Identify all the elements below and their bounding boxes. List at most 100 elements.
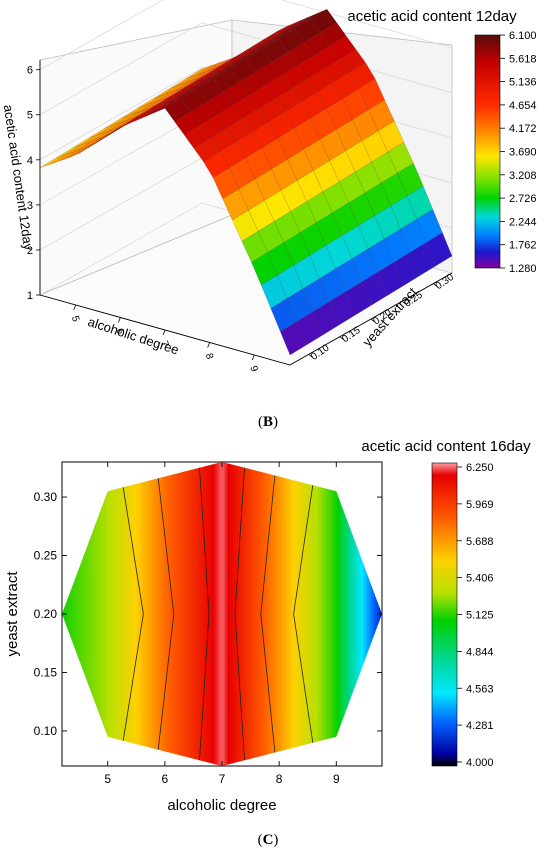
panel-b-x-tick-mark: [117, 317, 121, 323]
panel-c-color-band: [302, 462, 306, 766]
panel-c-x-ticks: 5 6 7 8 9: [104, 462, 340, 786]
panel-c-contour-line: [198, 462, 210, 766]
panel-c-color-band: [358, 462, 362, 766]
panel-c-color-band: [184, 462, 188, 766]
panel-c-color-band: [326, 462, 330, 766]
panel-c-color-band: [371, 462, 375, 766]
panel-c-color-band: [243, 462, 247, 766]
panel-c-color-band: [150, 462, 154, 766]
panel-c-color-band: [248, 462, 252, 766]
panel-c-colorbar-label: 6.250: [466, 462, 494, 474]
panel-c-color-band: [179, 462, 183, 766]
panel-c-color-band: [166, 462, 170, 766]
panel-b-z-tick-label: 5: [27, 110, 33, 122]
panel-c-color-band: [347, 462, 351, 766]
panel-c-color-band: [318, 462, 322, 766]
panel-c-colorbar-label: 5.969: [466, 499, 494, 511]
panel-c-color-band: [123, 462, 127, 766]
panel-c-color-band: [86, 462, 90, 766]
panel-c-color-band: [107, 462, 111, 766]
panel-b-colorbar-label: 3.208: [509, 170, 537, 182]
panel-c-color-bands: [62, 462, 382, 766]
panel-b-surface-patch: [344, 281, 372, 316]
panel-c-colorbar-label: 4.844: [466, 646, 494, 658]
panel-c-color-band: [96, 462, 100, 766]
panel-b-colorbar-label: 5.136: [509, 77, 537, 89]
panel-c-color-band: [198, 462, 202, 766]
panel-b-z-ticks: 1 2 3 4 5 6: [27, 65, 40, 302]
panel-c-color-band: [203, 462, 207, 766]
panel-b-y-tick-mark: [370, 318, 376, 323]
panel-c-colorbar-label: 5.125: [466, 610, 494, 622]
panel-c-color-band: [235, 462, 239, 766]
panel-c-color-band: [291, 462, 295, 766]
panel-c-color-band: [147, 462, 151, 766]
panel-c-x-tick-label: 5: [104, 772, 111, 786]
panel-c-color-band: [136, 462, 140, 766]
panel-b-colorbar-label: 4.654: [509, 100, 537, 112]
panel-c-color-band: [256, 462, 260, 766]
panel-c-color-band: [264, 462, 268, 766]
panel-b-surface-patch: [280, 321, 307, 356]
panel-c-color-band: [323, 462, 327, 766]
panel-b-colorbar-label: 2.726: [509, 193, 537, 205]
panel-b-colorbar-label: 4.172: [509, 123, 537, 135]
panel-c-color-band: [374, 462, 378, 766]
panel-c-color-band: [102, 462, 106, 766]
panel-c-color-band: [275, 462, 279, 766]
panel-c-color-band: [227, 462, 231, 766]
panel-c-color-band: [120, 462, 124, 766]
panel-c-color-band: [216, 462, 220, 766]
panel-c-color-band: [72, 462, 76, 766]
panel-c-color-band: [214, 462, 218, 766]
panel-c-color-band: [238, 462, 242, 766]
panel-b-x-tick-mark: [162, 329, 166, 336]
panel-c-color-band: [310, 462, 314, 766]
panel-c-color-band: [286, 462, 290, 766]
panel-c-color-band: [230, 462, 234, 766]
panel-c-x-label: alcoholic degree: [167, 797, 276, 814]
panel-c-color-band: [336, 462, 340, 766]
panel-c-color-band: [110, 462, 114, 766]
panel-c-color-band: [168, 462, 172, 766]
panel-b-x-tick-mark: [251, 354, 255, 361]
panel-b-y-tick-mark: [308, 354, 313, 358]
panel-c-color-band: [118, 462, 122, 766]
panel-c-color-band: [328, 462, 332, 766]
panel-c-color-band: [283, 462, 287, 766]
panel-c-y-tick-label: 0.10: [34, 724, 58, 738]
panel-b-x-ticks: 5 6 7 8 9: [69, 304, 260, 374]
panel-c-colorbar-label: 4.000: [466, 757, 494, 769]
panel-b-y-tick-mark: [401, 300, 407, 305]
panel-c-color-band: [126, 462, 130, 766]
panel-c-y-tick-label: 0.20: [34, 607, 58, 621]
panel-c-color-band: [251, 462, 255, 766]
panel-c-color-band: [208, 462, 212, 766]
panel-b-z-tick-label: 6: [27, 65, 33, 77]
panel-b-colorbar-label: 6.100: [509, 30, 537, 42]
panel-c-color-band: [158, 462, 162, 766]
panel-c-color-band: [240, 462, 244, 766]
panel-c-color-band: [104, 462, 108, 766]
panel-b-x-tick-label: 5: [69, 315, 81, 324]
panel-c-color-band: [299, 462, 303, 766]
panel-c-color-band: [219, 462, 223, 766]
panel-c-color-band: [288, 462, 292, 766]
panel-b-z-tick-label: 3: [27, 200, 33, 212]
panel-c-contour-lines: [118, 462, 317, 766]
panel-b-colorbar-label: 1.762: [509, 240, 537, 252]
panel-c-color-band: [78, 462, 82, 766]
panel-c-y-tick-label: 0.15: [34, 665, 58, 679]
panel-b-z-label: acetic acid content 12day: [1, 104, 36, 252]
panel-c-color-band: [304, 462, 308, 766]
panel-c-color-band: [222, 462, 226, 766]
panel-c-color-band: [80, 462, 84, 766]
panel-c-y-tick-label: 0.30: [34, 490, 58, 504]
panel-c-color-band: [254, 462, 258, 766]
panel-c-color-band: [176, 462, 180, 766]
panel-c-color-band: [91, 462, 95, 766]
panel-c-color-band: [232, 462, 236, 766]
panel-b-title: acetic acid content 12day: [347, 8, 517, 25]
